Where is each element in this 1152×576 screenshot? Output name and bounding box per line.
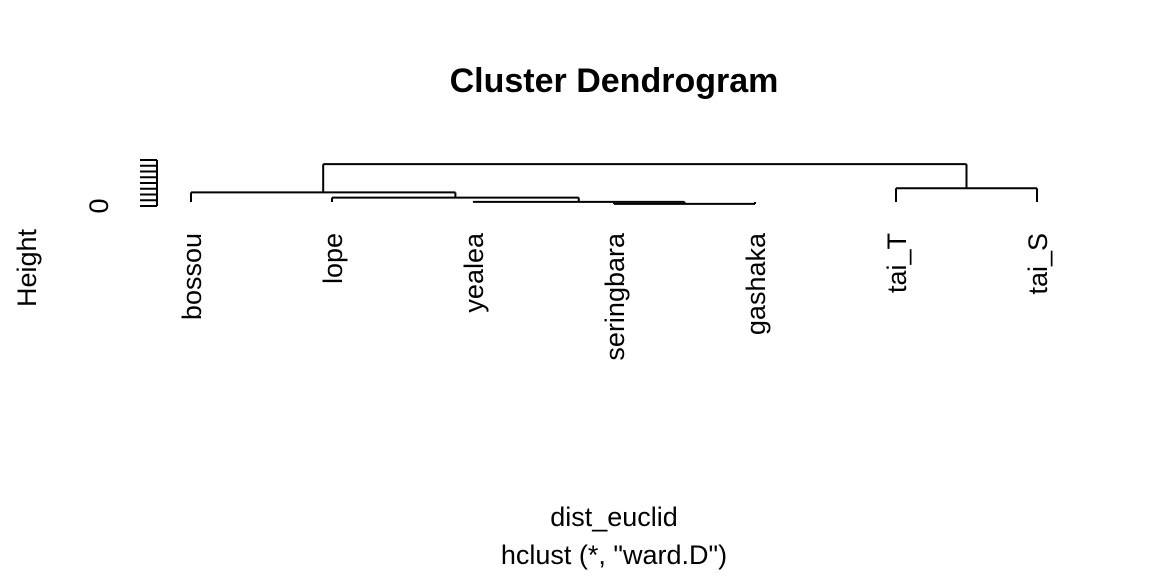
- leaf-label-yealea: yealea: [459, 232, 489, 313]
- y-tick-label: 0: [84, 198, 114, 213]
- leaf-label-bossou: bossou: [177, 233, 207, 320]
- dendrogram-tree: [190, 163, 1038, 205]
- leaf-label-tai_T: tai_T: [882, 233, 912, 293]
- x-axis-label: dist_euclid: [550, 502, 678, 532]
- method-sublabel: hclust (*, "ward.D"): [501, 540, 727, 570]
- leaf-label-lope: lope: [318, 233, 348, 284]
- leaf-label-seringbara: seringbara: [600, 232, 630, 361]
- leaf-label-tai_S: tai_S: [1023, 233, 1053, 295]
- leaf-label-gashaka: gashaka: [741, 232, 771, 335]
- y-axis-label: Height: [12, 228, 42, 307]
- leaf-labels: bossou lope yealea seringbara gashaka tai_T ta…: [177, 232, 1053, 361]
- y-axis: 0: [84, 159, 158, 214]
- chart-title: Cluster Dendrogram: [450, 62, 779, 100]
